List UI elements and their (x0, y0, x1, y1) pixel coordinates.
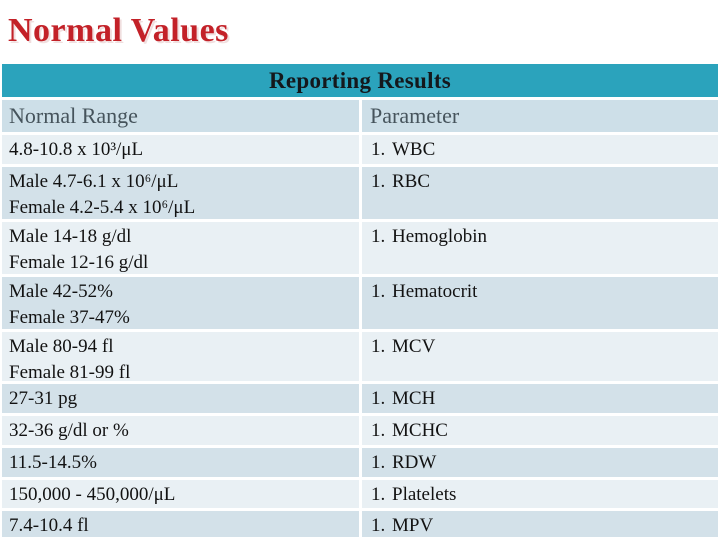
range-line: Female 37-47% (9, 307, 130, 328)
parameter-label: RBC (392, 171, 431, 192)
range-line: 32-36 g/dl or % (9, 420, 129, 441)
parameter-cell: 1. Hemoglobin (362, 222, 718, 274)
table-row-mcv: Male 80-94 fl Female 81-99 fl 1. MCV (2, 332, 718, 381)
parameter-cell: 1. RDW (362, 448, 718, 477)
table-title-banner: Reporting Results (2, 64, 718, 97)
table-row-wbc: 4.8-10.8 x 10³/μL 1. WBC (2, 135, 718, 164)
range-cell: 27-31 pg (2, 384, 359, 413)
parameter-cell: 1. MCV (362, 332, 718, 381)
list-number: 1. (371, 515, 386, 536)
range-line: Male 42-52% (9, 281, 113, 302)
table-row-platelets: 150,000 - 450,000/μL 1. Platelets (2, 480, 718, 508)
table-header-row: Normal Range Parameter (2, 100, 718, 132)
list-number: 1. (371, 388, 386, 409)
parameter-label: WBC (392, 139, 436, 160)
range-cell: Male 4.7-6.1 x 10⁶/μL Female 4.2-5.4 x 1… (2, 167, 359, 219)
parameter-label: RDW (392, 452, 437, 473)
range-cell: 11.5-14.5% (2, 448, 359, 477)
parameter-cell: 1. Hematocrit (362, 277, 718, 329)
slide-title: Normal Values (8, 12, 229, 49)
range-cell: 4.8-10.8 x 10³/μL (2, 135, 359, 164)
parameter-cell: 1. MCH (362, 384, 718, 413)
table-row-rdw: 11.5-14.5% 1. RDW (2, 448, 718, 477)
range-cell: 150,000 - 450,000/μL (2, 480, 359, 508)
parameter-cell: 1. Platelets (362, 480, 718, 508)
range-line: Female 12-16 g/dl (9, 252, 149, 273)
list-number: 1. (371, 484, 386, 505)
range-cell: 7.4-10.4 fl (2, 511, 359, 537)
range-line: Female 4.2-5.4 x 10⁶/μL (9, 197, 196, 218)
list-number: 1. (371, 139, 386, 160)
table-row-mpv: 7.4-10.4 fl 1. MPV (2, 511, 718, 537)
results-table: Reporting Results Normal Range Parameter… (0, 64, 720, 537)
range-line: 150,000 - 450,000/μL (9, 484, 176, 505)
range-cell: Male 42-52% Female 37-47% (2, 277, 359, 329)
range-line: Female 81-99 fl (9, 362, 131, 381)
range-line: 7.4-10.4 fl (9, 515, 89, 536)
range-cell: 32-36 g/dl or % (2, 416, 359, 445)
range-line: 11.5-14.5% (9, 452, 97, 473)
range-cell: Male 80-94 fl Female 81-99 fl (2, 332, 359, 381)
column-header-parameter: Parameter (362, 100, 718, 132)
parameter-label: MCV (392, 336, 436, 357)
table-row-hematocrit: Male 42-52% Female 37-47% 1. Hematocrit (2, 277, 718, 329)
list-number: 1. (371, 452, 386, 473)
table-row-rbc: Male 4.7-6.1 x 10⁶/μL Female 4.2-5.4 x 1… (2, 167, 718, 219)
parameter-cell: 1. RBC (362, 167, 718, 219)
parameter-label: Platelets (392, 484, 457, 505)
range-line: Male 80-94 fl (9, 336, 114, 357)
range-line: 4.8-10.8 x 10³/μL (9, 139, 144, 160)
list-number: 1. (371, 226, 386, 247)
parameter-cell: 1. WBC (362, 135, 718, 164)
parameter-label: Hematocrit (392, 281, 478, 302)
parameter-label: MCHC (392, 420, 448, 441)
list-number: 1. (371, 281, 386, 302)
range-line: Male 4.7-6.1 x 10⁶/μL (9, 171, 179, 192)
list-number: 1. (371, 420, 386, 441)
parameter-label: MPV (392, 515, 434, 536)
parameter-label: MCH (392, 388, 436, 409)
parameter-label: Hemoglobin (392, 226, 487, 247)
range-cell: Male 14-18 g/dl Female 12-16 g/dl (2, 222, 359, 274)
range-line: Male 14-18 g/dl (9, 226, 132, 247)
range-line: 27-31 pg (9, 388, 78, 409)
table-row-mchc: 32-36 g/dl or % 1. MCHC (2, 416, 718, 445)
parameter-cell: 1. MCHC (362, 416, 718, 445)
column-header-normal-range: Normal Range (2, 100, 359, 132)
table-row-hemoglobin: Male 14-18 g/dl Female 12-16 g/dl 1. Hemo… (2, 222, 718, 274)
table-row-mch: 27-31 pg 1. MCH (2, 384, 718, 413)
parameter-cell: 1. MPV (362, 511, 718, 537)
list-number: 1. (371, 171, 386, 192)
list-number: 1. (371, 336, 386, 357)
